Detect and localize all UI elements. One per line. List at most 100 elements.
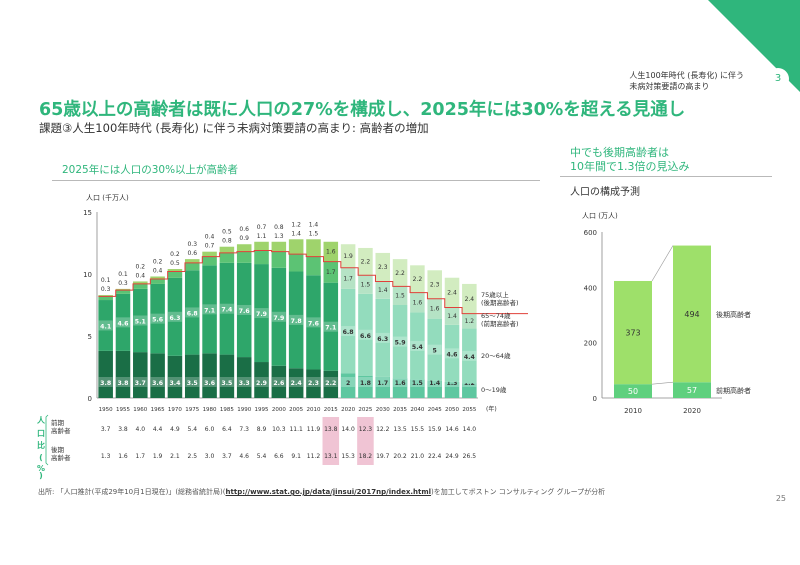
bar-segment: [219, 246, 235, 253]
bar-segment: [219, 354, 235, 398]
data-label-bg: [115, 377, 130, 387]
bar-segment: [375, 281, 391, 299]
data-label: 0.4: [205, 234, 215, 241]
bar-segment: [288, 368, 304, 398]
bar-segment: [427, 298, 442, 319]
x-tick-label: 2055: [462, 407, 476, 413]
bar-segment: [219, 262, 235, 355]
bar-segment: [184, 259, 200, 263]
data-label: 0.4: [136, 272, 146, 279]
x-tick-label: 2045: [428, 407, 442, 413]
ratio-value: 9.1: [291, 453, 301, 460]
data-label: 3.7: [135, 380, 146, 387]
bar-segment: [340, 244, 356, 268]
data-label-bg: [323, 377, 338, 387]
ratio-value: 20.2: [393, 453, 407, 460]
data-label-bg: [323, 321, 338, 332]
legend-label: 75歳以上: [481, 290, 509, 299]
ratio-value: 15.9: [428, 426, 442, 433]
data-label-bg: [358, 329, 373, 340]
data-label-bg: [410, 377, 425, 387]
bar-segment: [462, 313, 477, 329]
data-label: 4.1: [100, 323, 111, 330]
data-label-bg: [98, 320, 113, 331]
bar-segment: [358, 247, 373, 276]
data-label: 0.3: [101, 286, 111, 293]
data-label: 1.4: [309, 221, 319, 228]
data-label: 7.6: [239, 308, 250, 315]
bar-segment: [236, 357, 252, 398]
x-tick-label: 1995: [255, 407, 269, 413]
bar-segment: [167, 355, 183, 398]
bar-segment: [167, 271, 183, 278]
x-tick-label: 2020: [683, 407, 701, 415]
ratio-value: 1.6: [118, 453, 128, 460]
bar-segment: [375, 376, 391, 398]
ratio-value: 4.4: [153, 426, 163, 433]
data-label-bg: [202, 377, 217, 387]
source-link[interactable]: http://www.stat.go.jp/data/jinsui/2017np…: [225, 488, 432, 496]
data-label: 2.2: [413, 276, 423, 283]
data-label: 7.8: [291, 318, 302, 325]
data-label: 1.7: [377, 380, 388, 387]
bar-segment: [115, 350, 131, 398]
x-tick-label: 2005: [289, 407, 303, 413]
data-label: 1.6: [326, 249, 336, 256]
bar-segment: [306, 256, 321, 276]
data-label-bg: [115, 317, 130, 328]
bar-segment: [288, 254, 304, 272]
ratio-value: 14.6: [445, 426, 459, 433]
ratio-group-label: %: [37, 464, 45, 473]
ratio-value: 15.3: [341, 453, 355, 460]
bar-segment: [271, 365, 287, 398]
data-label: 2.2: [395, 270, 405, 277]
ratio-highlight: [357, 417, 374, 465]
bar-segment: [167, 277, 183, 356]
ratio-value: 5.4: [257, 453, 267, 460]
data-label: 0.1: [118, 271, 128, 278]
ratio-row-label: 高齢者: [51, 426, 71, 435]
data-label: 0.3: [118, 280, 128, 287]
bar-segment: [271, 241, 287, 252]
data-label-bg: [167, 377, 182, 387]
data-label-bg: [254, 377, 269, 387]
data-label-bg: [445, 348, 460, 359]
ratio-value: 24.9: [445, 453, 459, 460]
bar-segment: [236, 262, 252, 358]
data-label-bg: [445, 377, 460, 387]
ratio-value: 1.7: [136, 453, 146, 460]
data-label: 7.1: [325, 325, 336, 332]
data-label: 1.1: [257, 233, 267, 240]
legend-label: 65～74歳: [481, 311, 511, 320]
data-label-bg: [185, 307, 200, 318]
bar-segment: [202, 353, 217, 398]
ratio-value: 2.1: [170, 453, 180, 460]
data-label: 3.5: [221, 380, 232, 387]
bar-segment: [410, 265, 425, 293]
data-label: 0.2: [153, 258, 163, 265]
bar-segment: [410, 379, 425, 398]
source-note: 出所: 「人口推計(平成29年10月1日現在)」(総務省統計局)(http://…: [38, 487, 605, 497]
ratio-value: 8.9: [257, 426, 267, 433]
data-label: 0.6: [187, 250, 197, 257]
data-label: 6.3: [377, 336, 388, 343]
y-tick-label: 0: [593, 395, 597, 403]
data-label-bg: [341, 377, 356, 387]
data-label: 1.8: [360, 380, 371, 387]
bar-segment: [184, 354, 200, 398]
right-panel-heading: 中でも後期高齢者は 10年間で1.3倍の見込み: [570, 146, 690, 174]
bar-segment: [288, 271, 304, 369]
x-tick-label: 1970: [168, 407, 182, 413]
data-label-bg: [133, 315, 148, 326]
data-label: 5.9: [395, 340, 406, 347]
data-label: 1.2: [464, 380, 475, 387]
ratio-value: 26.5: [463, 453, 477, 460]
data-label-bg: [271, 311, 286, 322]
slide-number: 25: [775, 494, 786, 503]
data-label-bg: [306, 377, 321, 387]
bar-segment: [150, 283, 165, 354]
bar-segment: [202, 251, 217, 257]
connector-line: [651, 381, 674, 385]
ratio-value: 18.2: [359, 453, 373, 460]
